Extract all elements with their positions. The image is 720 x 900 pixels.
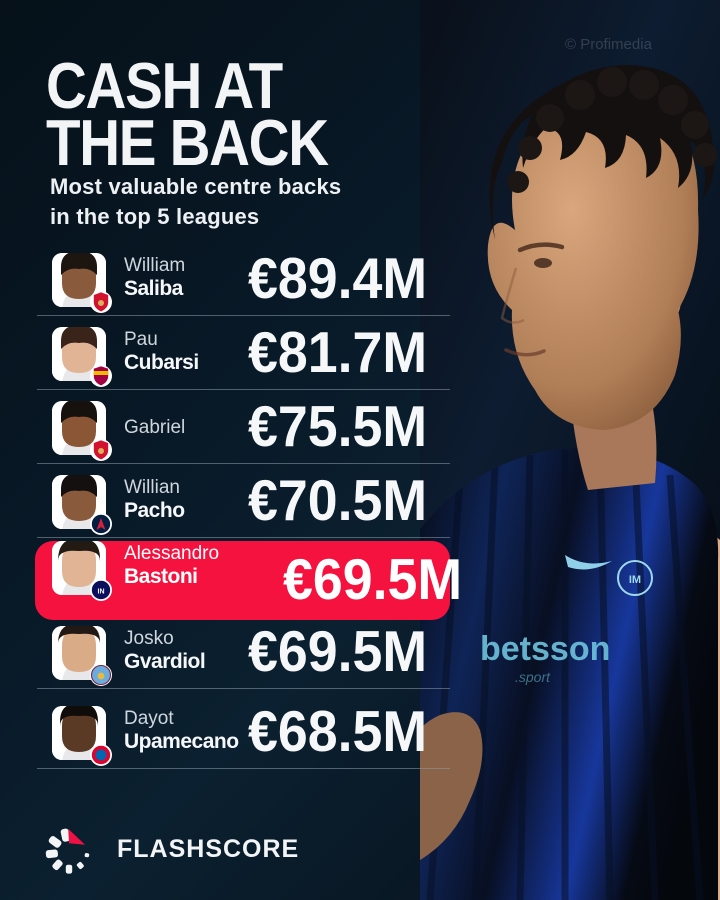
svg-text:betsson: betsson <box>480 630 610 668</box>
svg-text:.sport: .sport <box>515 669 551 685</box>
svg-text:IM: IM <box>629 574 641 586</box>
svg-text:IN: IN <box>98 589 105 596</box>
